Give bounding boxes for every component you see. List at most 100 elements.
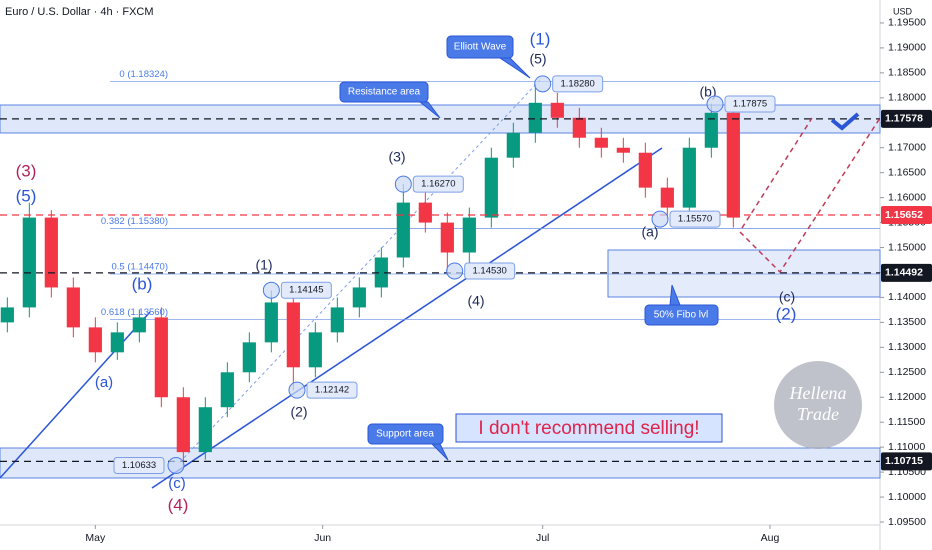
candle-body <box>110 332 124 353</box>
pivot-label: 1.16270 <box>421 179 455 190</box>
wave-label: (c) <box>168 475 186 492</box>
wave-label: (a) <box>641 224 658 240</box>
candle-body <box>22 217 36 308</box>
candle-body <box>44 217 58 288</box>
callout-text: Resistance area <box>348 87 421 98</box>
axis-unit: USD <box>893 6 913 16</box>
fib-label: 0.5 (1.14470) <box>111 261 168 272</box>
trend-line <box>0 311 151 479</box>
pivot-label: 1.17875 <box>733 99 767 110</box>
candle-body <box>220 372 234 408</box>
pivot-box <box>412 175 464 193</box>
price-tag <box>881 205 932 224</box>
candle-body <box>198 407 212 453</box>
wave-label: (3) <box>388 149 405 165</box>
price-tag-label: 1.17578 <box>885 113 923 125</box>
candle-body <box>242 342 256 373</box>
projection <box>741 117 813 229</box>
candle-body <box>660 187 674 208</box>
callout-pointer <box>498 57 531 79</box>
message: I don't recommend selling! <box>478 418 699 439</box>
wave-label: (1) <box>530 29 551 48</box>
wave-label: (5) <box>529 51 546 67</box>
chart-title: Euro / U.S. Dollar · 4h · FXCM <box>5 6 154 18</box>
pivot-label: 1.14530 <box>472 265 506 276</box>
wave-label: (5) <box>16 186 37 205</box>
candle-body <box>440 222 454 253</box>
candle-body <box>418 202 432 223</box>
wave-label: (1) <box>255 257 272 273</box>
candle-body <box>264 302 278 343</box>
y-tick-label: 1.10000 <box>888 491 926 503</box>
wave-label: (b) <box>132 274 153 293</box>
candle-body <box>704 112 718 148</box>
y-tick-label: 1.15000 <box>888 241 926 253</box>
watermark-text: Hellena <box>789 383 847 403</box>
candle-body <box>88 327 102 353</box>
y-tick-label: 1.19000 <box>888 42 926 54</box>
pivot-marker <box>394 175 412 193</box>
pivot-label: 1.14145 <box>289 285 323 296</box>
candle-body <box>506 132 520 158</box>
price-tag-label: 1.15652 <box>885 209 923 221</box>
callout-pointer <box>669 284 681 306</box>
pivot-marker <box>167 456 185 474</box>
fib-label: 0.618 (1.13560) <box>101 307 168 318</box>
pivot-label: 1.10633 <box>122 460 156 471</box>
wave-label: (4) <box>467 293 484 309</box>
candle-body <box>616 147 630 153</box>
wave-label: (a) <box>95 374 113 391</box>
candle-body <box>638 152 652 188</box>
price-tag <box>881 109 932 128</box>
y-tick-label: 1.11500 <box>888 416 925 428</box>
watermark <box>774 361 862 449</box>
candle-body <box>550 102 564 118</box>
callout-pointer <box>430 443 449 461</box>
candle-body <box>176 397 190 453</box>
y-tick-label: 1.16000 <box>888 191 926 203</box>
pivot-box <box>464 262 516 280</box>
wave-label: (4) <box>168 495 189 514</box>
pivot-label: 1.12142 <box>315 385 349 396</box>
candle-body <box>0 307 14 323</box>
price-tag-label: 1.14492 <box>885 267 923 279</box>
candle-body <box>308 332 322 368</box>
candle-body <box>594 137 608 148</box>
candle-body <box>374 257 388 288</box>
pivot-box <box>724 95 776 113</box>
price-tag-label: 1.10715 <box>885 455 923 467</box>
callout-text: Support area <box>376 429 434 440</box>
fib-label: 0.382 (1.15380) <box>101 216 168 227</box>
candle-body <box>66 287 80 328</box>
candle-body <box>154 317 168 398</box>
candle-body <box>132 317 146 333</box>
candle-body <box>528 102 542 133</box>
pivot-marker <box>262 281 280 299</box>
y-tick-label: 1.19500 <box>888 17 926 29</box>
projection <box>739 117 881 274</box>
wave-label: (b) <box>699 84 716 100</box>
y-tick-label: 1.09500 <box>888 516 926 528</box>
candle-body <box>726 112 740 218</box>
wave-label: (2) <box>776 304 797 323</box>
pivot-marker <box>288 381 306 399</box>
pivot-marker <box>446 262 464 280</box>
y-tick-label: 1.17000 <box>888 141 926 153</box>
y-tick-label: 1.12500 <box>888 366 926 378</box>
candle-body <box>484 157 498 218</box>
callout <box>446 35 514 59</box>
wave-label: (3) <box>16 161 37 180</box>
fib-label: 0 (1.18324) <box>119 69 168 80</box>
pivot-box <box>552 75 604 93</box>
callout-text: Elliott Wave <box>454 42 507 53</box>
y-tick-label: 1.13000 <box>888 341 926 353</box>
x-tick-label: May <box>85 532 106 544</box>
pivot-box <box>306 381 358 399</box>
pivot-label: 1.15570 <box>678 214 712 225</box>
candle-body <box>682 147 696 208</box>
pivot-label: 1.18280 <box>560 78 594 89</box>
y-tick-label: 1.16500 <box>888 166 926 178</box>
y-tick-label: 1.11000 <box>888 441 925 453</box>
watermark-text: Trade <box>797 404 839 424</box>
